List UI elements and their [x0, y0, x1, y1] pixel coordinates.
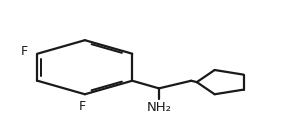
Text: F: F	[21, 45, 28, 58]
Text: F: F	[78, 100, 86, 113]
Text: NH₂: NH₂	[146, 101, 171, 114]
